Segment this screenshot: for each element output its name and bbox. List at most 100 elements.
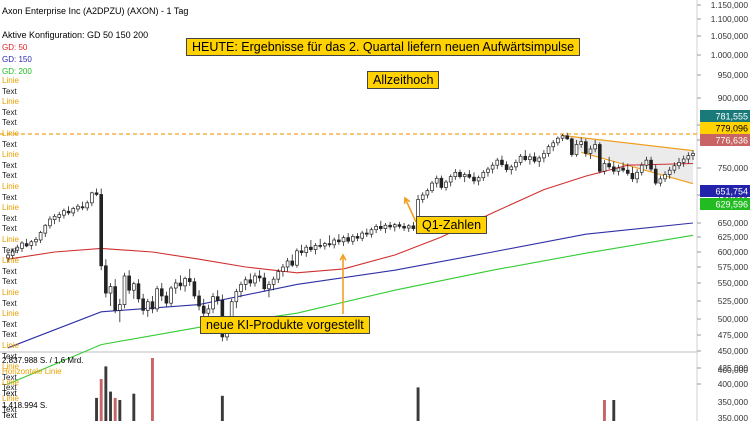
- candle-body: [355, 236, 360, 239]
- candle: [672, 162, 677, 174]
- candle: [402, 223, 406, 231]
- candle-body: [556, 137, 560, 144]
- candle: [611, 161, 616, 175]
- drawing-label: Linie: [2, 182, 19, 191]
- candle-body: [197, 295, 201, 307]
- volume-bar: [95, 397, 98, 421]
- candle-body: [635, 171, 639, 180]
- candle: [323, 241, 327, 250]
- volume-bar: [104, 366, 108, 421]
- candle-body: [625, 169, 630, 174]
- candle: [621, 162, 625, 173]
- price-tag-label: 629,596: [715, 200, 748, 210]
- candle: [444, 179, 448, 191]
- candle: [644, 156, 649, 170]
- candle: [271, 276, 276, 291]
- candle-body: [337, 239, 341, 243]
- candle: [593, 140, 597, 153]
- price-tag-label: 651,754: [715, 187, 748, 197]
- candle: [267, 281, 271, 298]
- candle-body: [332, 239, 336, 246]
- volume-bar: [603, 400, 606, 421]
- candle: [369, 227, 374, 238]
- candle-body: [663, 174, 667, 180]
- q1-annotation[interactable]: Q1-Zahlen: [416, 216, 488, 234]
- candle-body: [6, 254, 10, 259]
- candle: [239, 281, 243, 298]
- candle: [173, 279, 178, 294]
- drawing-label: Text: [2, 266, 17, 276]
- chart-title: Axon Enterprise Inc (A2DPZU) (AXON) - 1 …: [2, 6, 189, 16]
- candle-body: [630, 173, 635, 180]
- candle: [337, 234, 341, 245]
- candle: [458, 169, 462, 179]
- candle-body: [523, 155, 528, 160]
- candle-body: [616, 167, 621, 172]
- candle-body: [295, 250, 299, 266]
- candle: [537, 155, 542, 167]
- legend-item: GD: 150: [2, 55, 32, 64]
- candle: [164, 291, 169, 307]
- candle: [80, 201, 85, 211]
- volume-bar: [113, 397, 117, 421]
- candle-body: [406, 225, 411, 229]
- volume-tick-label: 400,000: [718, 365, 749, 375]
- candle-body: [621, 167, 625, 171]
- drawing-label: Text: [2, 192, 17, 202]
- candle: [556, 136, 560, 146]
- candle: [290, 254, 295, 267]
- candle: [10, 248, 15, 259]
- candle-body: [681, 158, 686, 163]
- candle-body: [388, 224, 392, 228]
- y-tick-label: 1.000,000: [711, 50, 749, 60]
- candle: [574, 140, 579, 157]
- ki-annotation[interactable]: neue KI-Produkte vorgestellt: [200, 316, 370, 334]
- volume-bars: [95, 358, 616, 421]
- drawing-label: Text: [2, 372, 17, 382]
- candle: [639, 162, 644, 176]
- candle-body: [528, 156, 532, 160]
- candle-body: [514, 162, 518, 168]
- y-tick-label: 650,000: [718, 218, 749, 228]
- y-tick-label: 525,000: [718, 296, 749, 306]
- candle: [295, 248, 299, 268]
- volume-bar: [118, 400, 122, 421]
- candle-body: [309, 246, 313, 250]
- price-tag-label: 781,555: [715, 112, 748, 122]
- candle-body: [183, 278, 187, 287]
- candle-body: [500, 159, 504, 165]
- candle-body: [574, 144, 579, 155]
- candle-body: [323, 243, 327, 247]
- candle-body: [686, 155, 691, 160]
- candle-body: [169, 287, 173, 304]
- moving-average-line-1: [7, 222, 694, 349]
- candle: [528, 153, 532, 165]
- candle: [94, 188, 99, 197]
- ath-annotation[interactable]: Allzeithoch: [367, 71, 440, 89]
- y-tick-label: 400,000: [718, 379, 749, 389]
- candle-body: [57, 214, 62, 218]
- candle-body: [108, 286, 113, 294]
- candle-body: [691, 153, 695, 157]
- candle-body: [38, 232, 43, 241]
- volume-bar: [99, 379, 103, 421]
- candle: [108, 283, 113, 307]
- candle-body: [136, 283, 141, 300]
- candle-body: [104, 265, 108, 294]
- candle: [351, 234, 355, 245]
- headline-annotation[interactable]: HEUTE: Ergebnisse für das 2. Quartal lie…: [186, 38, 581, 56]
- candle: [38, 230, 43, 243]
- q1-arrow: [404, 197, 417, 223]
- candle-body: [472, 176, 476, 182]
- candle-body: [90, 192, 94, 204]
- y-tick-label: 950,000: [718, 70, 749, 80]
- candle: [374, 224, 378, 234]
- candle: [383, 223, 388, 234]
- candle-body: [588, 148, 593, 154]
- y-tick-label: 900,000: [718, 93, 749, 103]
- candle-body: [76, 205, 80, 210]
- candle-body: [141, 298, 145, 311]
- y-tick-label: 625,000: [718, 232, 749, 242]
- drawing-label: Text: [2, 107, 17, 117]
